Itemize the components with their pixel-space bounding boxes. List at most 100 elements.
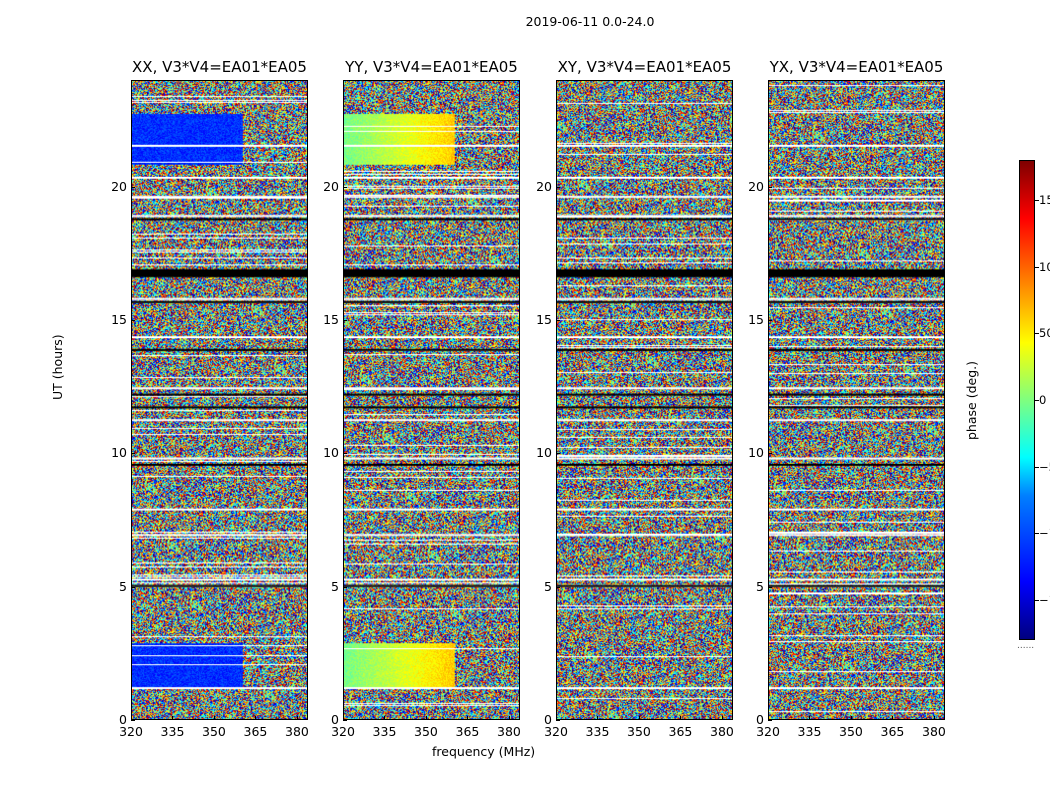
x-tick-label: 335 <box>797 724 822 739</box>
y-tick-mark <box>556 320 560 321</box>
x-tick-mark <box>768 716 769 720</box>
heatmap-panel-yy <box>343 80 520 720</box>
x-tick-label: 365 <box>243 724 268 739</box>
y-tick-label: 15 <box>536 312 552 327</box>
panel-title-xx: XX, V3*V4=EA01*EA05 <box>132 58 307 76</box>
y-tick-label: 15 <box>323 312 339 327</box>
x-tick-mark <box>343 716 344 720</box>
y-tick-mark <box>768 720 772 721</box>
x-tick-mark <box>384 716 386 720</box>
y-tick-mark <box>768 320 772 321</box>
y-tick-mark <box>556 586 560 588</box>
heatmap-canvas-xy <box>557 81 732 719</box>
x-tick-label: 380 <box>497 724 521 739</box>
x-tick-label: 320 <box>331 724 355 739</box>
x-tick-mark <box>933 716 935 720</box>
colorbar-tick-mark <box>1035 200 1039 201</box>
colorbar-tick-mark <box>1035 600 1039 601</box>
y-tick-label: 20 <box>748 178 764 194</box>
x-tick-label: 380 <box>710 724 734 739</box>
y-tick-label: 5 <box>756 578 764 594</box>
colorbar-tick-label: 50 <box>1039 326 1050 341</box>
heatmap-panel-xy <box>556 80 733 720</box>
y-tick-label: 20 <box>323 178 339 194</box>
heatmap-panel-yx <box>768 80 945 720</box>
y-tick-mark <box>131 453 135 455</box>
y-tick-label: 0 <box>544 712 552 727</box>
x-axis-label: frequency (MHz) <box>432 744 536 759</box>
y-tick-mark <box>556 186 560 188</box>
y-tick-mark <box>131 320 135 321</box>
x-tick-mark <box>255 716 257 720</box>
colorbar-dots: ...... <box>1017 641 1035 651</box>
x-tick-mark <box>213 716 215 720</box>
heatmap-canvas-yx <box>769 81 944 719</box>
x-tick-label: 335 <box>372 724 397 739</box>
y-tick-mark <box>768 586 772 588</box>
x-tick-label: 335 <box>160 724 185 739</box>
y-tick-mark <box>343 320 347 321</box>
colorbar-tick-label: −150 <box>1039 593 1050 607</box>
colorbar <box>1019 160 1035 640</box>
y-tick-label: 10 <box>748 445 764 461</box>
y-axis-label: UT (hours) <box>50 334 65 400</box>
y-tick-label: 15 <box>111 312 127 327</box>
colorbar-label: phase (deg.) <box>964 361 979 440</box>
y-tick-mark <box>556 453 560 455</box>
x-tick-mark <box>467 716 469 720</box>
x-tick-label: 365 <box>880 724 905 739</box>
panel-title-yy: YY, V3*V4=EA01*EA05 <box>345 58 518 76</box>
y-tick-mark <box>343 453 347 455</box>
colorbar-tick-mark <box>1035 266 1039 268</box>
x-tick-label: 335 <box>585 724 610 739</box>
y-tick-mark <box>131 720 135 721</box>
y-tick-mark <box>131 586 135 588</box>
x-tick-mark <box>638 716 640 720</box>
x-tick-mark <box>508 716 510 720</box>
y-tick-mark <box>131 186 135 188</box>
y-tick-mark <box>343 586 347 588</box>
x-tick-mark <box>172 716 174 720</box>
y-tick-label: 15 <box>748 312 764 327</box>
x-tick-mark <box>131 716 132 720</box>
y-tick-mark <box>768 186 772 188</box>
y-tick-label: 20 <box>536 178 552 194</box>
x-tick-label: 350 <box>627 724 651 739</box>
y-tick-mark <box>556 720 560 721</box>
x-tick-mark <box>296 716 298 720</box>
y-tick-label: 0 <box>756 712 764 727</box>
x-tick-mark <box>809 716 811 720</box>
colorbar-tick-label: 150 <box>1039 193 1050 207</box>
x-tick-label: 320 <box>119 724 143 739</box>
x-tick-mark <box>425 716 427 720</box>
x-tick-label: 350 <box>414 724 438 739</box>
x-tick-mark <box>556 716 557 720</box>
colorbar-tick-label: −50 <box>1039 459 1050 474</box>
colorbar-tick-mark <box>1035 533 1039 535</box>
heatmap-canvas-xx <box>132 81 307 719</box>
x-tick-mark <box>892 716 894 720</box>
x-tick-label: 380 <box>285 724 309 739</box>
panel-title-xy: XY, V3*V4=EA01*EA05 <box>557 58 732 76</box>
x-tick-label: 365 <box>455 724 480 739</box>
colorbar-tick-label: 100 <box>1039 259 1050 274</box>
x-tick-mark <box>597 716 599 720</box>
colorbar-tick-mark <box>1035 333 1039 335</box>
y-tick-label: 5 <box>331 578 339 594</box>
heatmap-canvas-yy <box>344 81 519 719</box>
y-tick-label: 20 <box>111 178 127 194</box>
y-tick-label: 10 <box>323 445 339 461</box>
x-tick-label: 320 <box>544 724 568 739</box>
x-tick-label: 350 <box>202 724 226 739</box>
y-tick-label: 5 <box>544 578 552 594</box>
y-tick-mark <box>768 453 772 455</box>
x-tick-mark <box>680 716 682 720</box>
x-tick-label: 380 <box>922 724 946 739</box>
y-tick-mark <box>343 720 347 721</box>
x-tick-label: 350 <box>839 724 863 739</box>
colorbar-tick-label: −100 <box>1039 526 1050 541</box>
colorbar-tick-mark <box>1035 466 1039 468</box>
y-tick-label: 5 <box>119 578 127 594</box>
figure-suptitle: 2019-06-11 0.0-24.0 <box>525 14 655 29</box>
colorbar-tick-mark <box>1035 400 1039 401</box>
